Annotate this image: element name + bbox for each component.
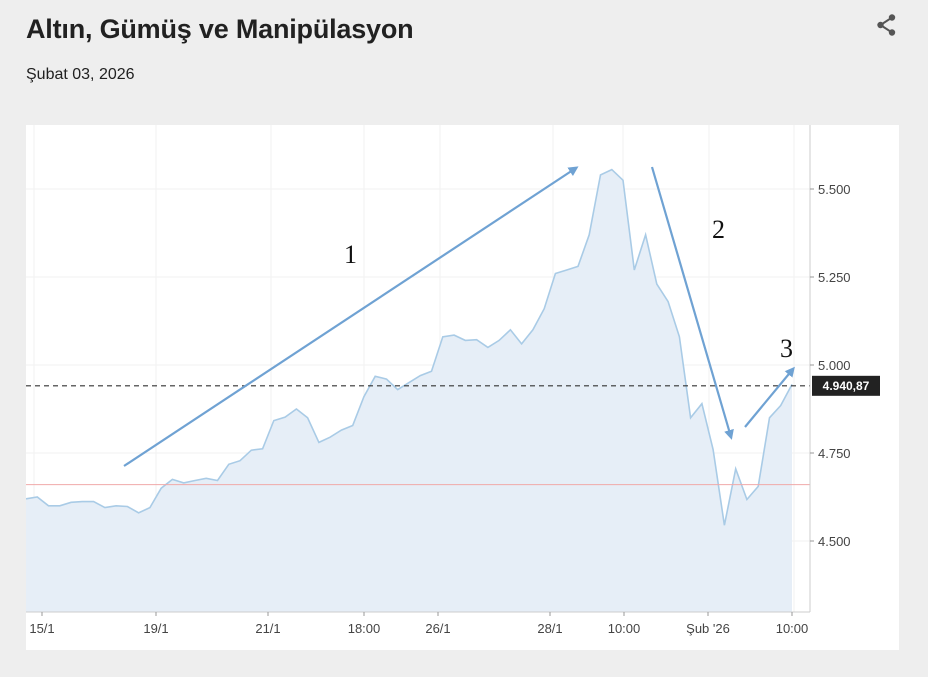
annotation-label: 3 bbox=[780, 334, 793, 363]
annotation-label: 2 bbox=[712, 215, 725, 244]
price-tag-label: 4.940,87 bbox=[823, 379, 870, 393]
x-tick-label: 10:00 bbox=[608, 621, 641, 636]
y-tick-label: 4.750 bbox=[818, 446, 851, 461]
x-tick-label: 19/1 bbox=[143, 621, 168, 636]
x-tick-label: 28/1 bbox=[537, 621, 562, 636]
trend-annotations: 1 2 3 bbox=[344, 215, 793, 363]
x-axis: 15/1 19/1 21/1 18:00 26/1 28/1 10:00 Şub '26 10:… bbox=[26, 611, 810, 636]
trend-arrow bbox=[123, 166, 579, 467]
chart-canvas: 15/1 19/1 21/1 18:00 26/1 28/1 10:00 Şub '26 10:… bbox=[26, 125, 880, 636]
y-tick-label: 5.500 bbox=[818, 182, 851, 197]
price-tag-box bbox=[812, 375, 880, 396]
annotation-label: 1 bbox=[344, 240, 357, 269]
x-tick-label: 21/1 bbox=[255, 621, 280, 636]
post-date: Şubat 03, 2026 bbox=[26, 66, 135, 83]
gold-price-chart: 15/1 19/1 21/1 18:00 26/1 28/1 10:00 Şub '26 10:… bbox=[26, 125, 899, 650]
y-axis: 4.500 4.750 5.000 5.250 5.500 bbox=[810, 182, 851, 549]
share-button[interactable] bbox=[874, 12, 900, 38]
post-title: Altın, Gümüş ve Manipülasyon bbox=[26, 14, 414, 44]
x-tick-label: Şub '26 bbox=[686, 621, 730, 636]
price-line bbox=[26, 168, 793, 526]
current-price-tag: 4.940,87 bbox=[812, 375, 880, 396]
share-icon bbox=[877, 14, 896, 36]
y-tick-label: 5.250 bbox=[818, 270, 851, 285]
price-area bbox=[26, 169, 792, 612]
x-tick-label: 18:00 bbox=[348, 621, 381, 636]
y-tick-label: 5.000 bbox=[818, 358, 851, 373]
x-tick-label: 15/1 bbox=[29, 621, 54, 636]
trend-arrows bbox=[123, 166, 795, 467]
x-tick-label: 10:00 bbox=[776, 621, 809, 636]
trend-arrow bbox=[744, 366, 795, 428]
x-tick-label: 26/1 bbox=[425, 621, 450, 636]
y-tick-label: 4.500 bbox=[818, 534, 851, 549]
trend-arrow bbox=[650, 166, 734, 440]
